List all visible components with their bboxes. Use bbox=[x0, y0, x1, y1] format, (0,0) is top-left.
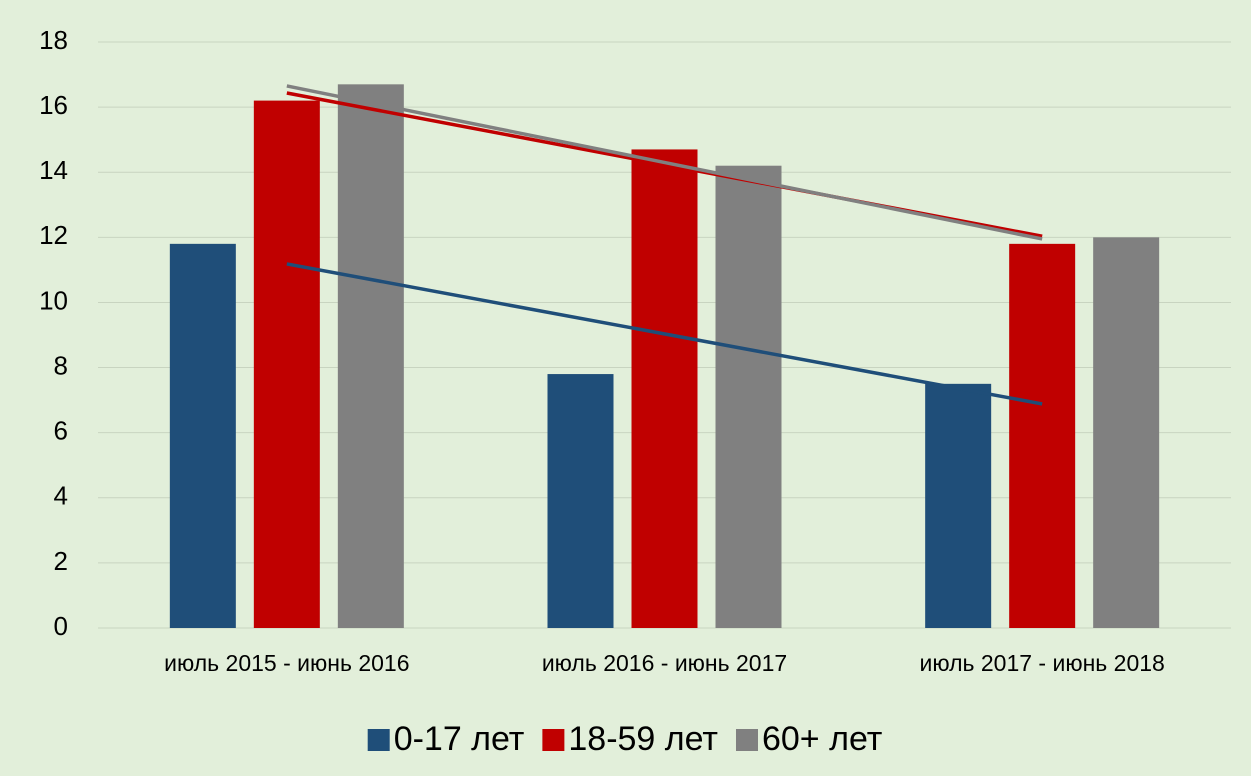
legend-swatch bbox=[542, 729, 565, 751]
legend-label: 60+ лет bbox=[762, 720, 882, 758]
bar bbox=[631, 149, 698, 628]
legend-swatch bbox=[735, 729, 758, 751]
y-tick-label: 2 bbox=[54, 546, 68, 576]
trendline bbox=[286, 84, 1043, 241]
bar bbox=[925, 383, 992, 628]
y-tick-label: 0 bbox=[54, 611, 68, 641]
legend-label: 0-17 лет bbox=[394, 720, 525, 758]
bar bbox=[169, 243, 236, 628]
bar bbox=[1009, 243, 1076, 628]
x-tick-label: июль 2017 - июнь 2018 bbox=[919, 650, 1164, 676]
y-tick-label: 12 bbox=[39, 220, 68, 250]
bar bbox=[253, 100, 320, 629]
legend-swatch bbox=[367, 729, 390, 751]
x-tick-label: июль 2016 - июнь 2017 bbox=[542, 650, 787, 676]
bar bbox=[1093, 237, 1160, 629]
bar bbox=[547, 374, 614, 628]
trendline bbox=[286, 262, 1043, 406]
y-tick-label: 8 bbox=[54, 350, 68, 380]
y-tick-label: 14 bbox=[39, 155, 68, 185]
y-tick-label: 18 bbox=[39, 25, 68, 55]
x-tick-label: июль 2015 - июнь 2016 bbox=[164, 650, 409, 676]
bar bbox=[715, 165, 782, 628]
y-tick-label: 16 bbox=[39, 90, 68, 120]
y-tick-label: 4 bbox=[54, 481, 68, 511]
bar bbox=[337, 84, 404, 629]
y-tick-label: 6 bbox=[54, 416, 68, 446]
legend-label: 18-59 лет bbox=[568, 720, 718, 758]
y-tick-label: 10 bbox=[39, 285, 68, 315]
